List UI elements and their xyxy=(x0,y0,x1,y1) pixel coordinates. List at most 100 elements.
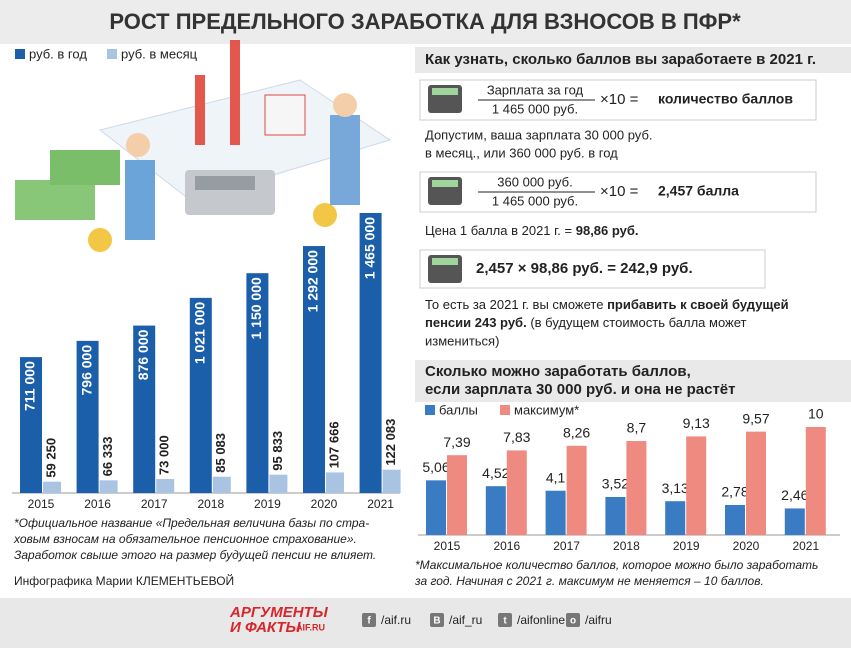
illustration xyxy=(15,40,392,252)
note: ховым взносам на обязательное пенсионное… xyxy=(13,532,357,546)
denominator: 1 465 000 руб. xyxy=(492,101,578,116)
bar xyxy=(156,479,175,493)
bar xyxy=(133,325,156,493)
x-tick-label: 2018 xyxy=(197,497,224,511)
example-line: Допустим, ваша зарплата 30 000 руб. xyxy=(425,127,653,142)
social-handle: /aif_ru xyxy=(449,613,482,627)
x-tick-label: 2020 xyxy=(733,539,760,553)
bar xyxy=(426,480,446,535)
bar xyxy=(665,501,686,535)
example-line: в месяц., или 360 000 руб. в год xyxy=(425,145,618,160)
calculator-screen xyxy=(432,88,458,95)
social-icon xyxy=(362,613,376,627)
x-tick-label: 2016 xyxy=(493,539,520,553)
price-value: 98,86 руб. xyxy=(576,223,639,238)
x-tick-label: 2019 xyxy=(254,497,281,511)
value-label: 66 333 xyxy=(100,437,115,477)
calc-heading: Как узнать, сколько баллов вы заработает… xyxy=(425,51,816,68)
bar xyxy=(805,427,826,535)
footer-bar xyxy=(0,598,851,648)
bar xyxy=(76,340,99,493)
bar xyxy=(485,486,506,535)
social-icon xyxy=(566,613,580,627)
legend-label: руб. в год xyxy=(29,46,87,61)
value-label: 711 000 xyxy=(22,361,38,411)
formula xyxy=(419,249,766,289)
chart2-heading-bg xyxy=(415,360,851,402)
calculator-screen xyxy=(432,258,458,265)
title-bar xyxy=(0,0,851,44)
numerator: Зарплата за год xyxy=(487,82,584,97)
value-label: 1 021 000 xyxy=(192,302,208,364)
legend-label: руб. в месяц xyxy=(121,46,198,61)
operator: ×10 = xyxy=(600,91,639,108)
chart2-heading: Сколько можно заработать баллов, xyxy=(425,363,691,380)
social-handle: /aif.ru xyxy=(381,613,411,627)
x-tick-label: 2017 xyxy=(141,497,168,511)
social-icon xyxy=(498,613,512,627)
value-label: 876 000 xyxy=(135,329,151,380)
social-icon xyxy=(430,613,444,627)
value-label: 85 083 xyxy=(213,433,228,473)
legend-swatch xyxy=(107,49,117,59)
bar xyxy=(746,431,766,535)
text: пенсии 243 руб. xyxy=(425,315,527,330)
legend-label: максимум* xyxy=(514,402,579,417)
social-icon-letter: В xyxy=(433,616,440,627)
bar xyxy=(382,469,401,493)
bar xyxy=(686,436,707,535)
value-label: 8,26 xyxy=(563,424,590,440)
value-label: 95 833 xyxy=(270,431,285,471)
value-label: 3,52 xyxy=(602,476,629,492)
legend-label: баллы xyxy=(439,402,478,417)
result: 2,457 балла xyxy=(658,183,739,199)
footnote: *Максимальное количество баллов, которое… xyxy=(415,558,818,572)
bar xyxy=(566,445,587,535)
bar xyxy=(784,508,805,535)
logo: AIF.RU xyxy=(296,622,325,632)
calculator-screen xyxy=(432,180,458,187)
x-tick-label: 2019 xyxy=(673,539,700,553)
logo: АРГУМЕНТЫ xyxy=(229,604,329,621)
credit: Инфографика Марии КЛЕМЕНТЬЕВОЙ xyxy=(14,573,234,588)
legend-swatch xyxy=(15,49,25,59)
value-label: 73 000 xyxy=(157,435,172,475)
bar xyxy=(269,474,288,493)
value-label: 9,13 xyxy=(683,415,710,431)
value-label: 1 150 000 xyxy=(248,277,264,339)
value-label: 4,1 xyxy=(546,469,566,485)
value-label: 1 465 000 xyxy=(361,217,377,279)
conclusion: измениться) xyxy=(425,333,499,348)
bar xyxy=(246,273,269,493)
note: Заработок свыше этого на размер будущей … xyxy=(14,548,376,562)
x-tick-label: 2021 xyxy=(792,539,819,553)
denominator: 1 465 000 руб. xyxy=(492,193,578,208)
conclusion: То есть за 2021 г. вы сможете прибавить … xyxy=(425,297,789,312)
legend-swatch xyxy=(500,405,510,415)
bar xyxy=(605,496,626,535)
note: *Официальное название «Предельная величи… xyxy=(14,516,369,530)
value-label: 59 250 xyxy=(43,438,58,478)
numerator: 360 000 руб. xyxy=(497,174,572,189)
value-label: 2,78 xyxy=(721,484,748,500)
bar xyxy=(20,357,42,493)
bar xyxy=(212,476,231,493)
x-tick-label: 2016 xyxy=(84,497,111,511)
formula-3: 2,457 × 98,86 руб. = 242,9 руб. xyxy=(476,260,693,277)
operator: ×10 = xyxy=(600,183,639,200)
bar xyxy=(506,450,527,535)
legend-swatch xyxy=(425,405,435,415)
social-icon-letter: t xyxy=(503,616,507,627)
value-label: 1 292 000 xyxy=(305,250,321,312)
footnote: за год. Начиная с 2021 г. максимум не ме… xyxy=(414,574,764,588)
x-tick-label: 2021 xyxy=(367,497,394,511)
social-handle: /aifonline xyxy=(517,613,565,627)
logo: И ФАКТЫ xyxy=(230,619,301,636)
bar xyxy=(545,490,566,535)
price: Цена 1 балла в 2021 г. = 98,86 руб. xyxy=(425,223,639,238)
text: прибавить к своей будущей xyxy=(607,297,789,312)
calc-heading-bg xyxy=(415,47,851,73)
x-tick-label: 2017 xyxy=(553,539,580,553)
value-label: 3,13 xyxy=(662,480,689,496)
price-text: Цена 1 балла в 2021 г. = xyxy=(425,223,576,238)
